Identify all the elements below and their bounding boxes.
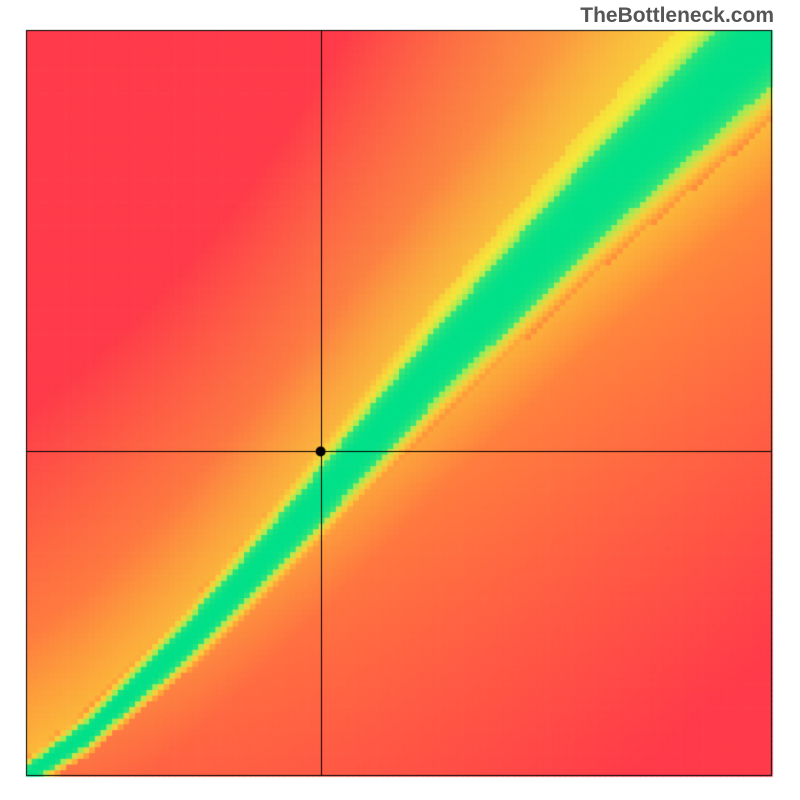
heatmap-canvas xyxy=(0,0,800,800)
watermark-text: TheBottleneck.com xyxy=(580,4,774,28)
chart-container: TheBottleneck.com xyxy=(0,0,800,800)
